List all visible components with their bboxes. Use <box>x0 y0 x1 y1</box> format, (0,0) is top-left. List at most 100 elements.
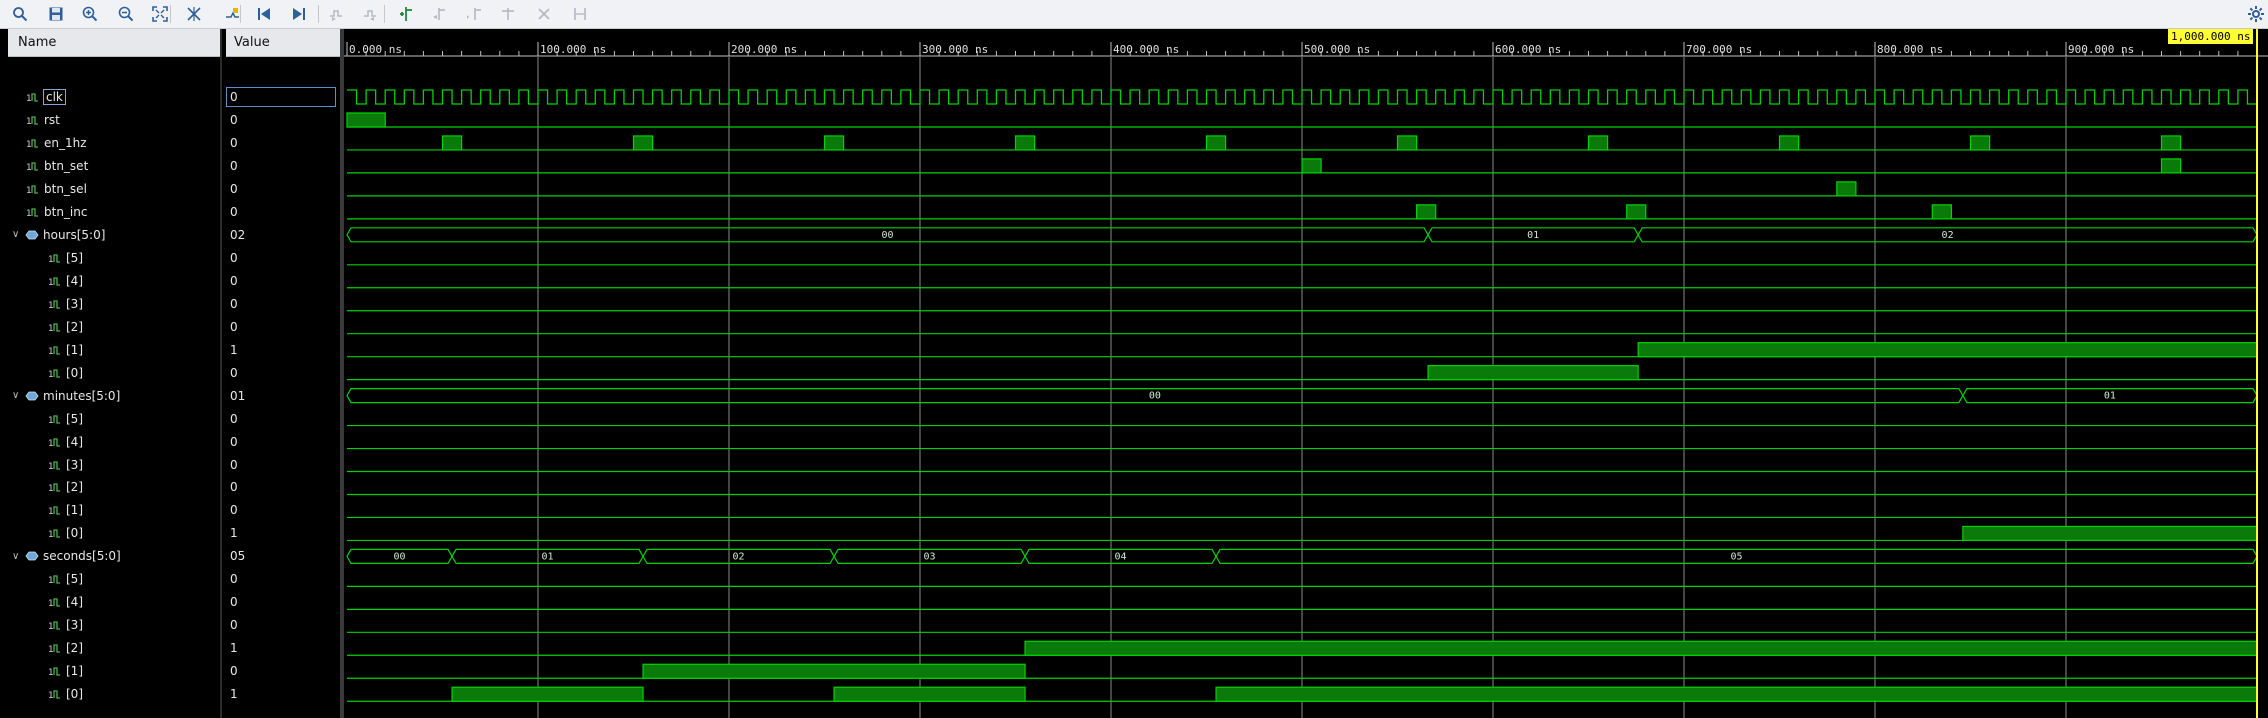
signal-value-minutes4: 0 <box>230 434 238 449</box>
collapse-chevron-icon[interactable]: ∨ <box>12 390 20 402</box>
svg-text:1: 1 <box>48 347 54 357</box>
seconds-bus-segment <box>642 548 835 564</box>
cursor-center-icon[interactable] <box>182 2 206 26</box>
signal-row-hours0[interactable]: 1 [0] <box>48 362 83 384</box>
delete-marker-icon[interactable] <box>532 2 556 26</box>
btn_set-high-pulse <box>1301 158 1322 174</box>
hours-bus-segment <box>1637 227 2258 243</box>
signal-row-btn_set[interactable]: 1 btn_set <box>26 155 88 177</box>
signal-row-minutes4[interactable]: 1 [4] <box>48 431 83 453</box>
signal-value-seconds5: 0 <box>230 572 238 587</box>
minutes0-high-pulse <box>1962 525 2258 542</box>
signal-row-minutes5[interactable]: 1 [5] <box>48 408 83 430</box>
collapse-chevron-icon[interactable]: ∨ <box>12 550 20 562</box>
signal-row-minutes1[interactable]: 1 [1] <box>48 499 83 521</box>
signal-row-rst[interactable]: 1 rst <box>26 109 60 131</box>
signal-row-btn_sel[interactable]: 1 btn_sel <box>26 178 87 200</box>
svg-text:1: 1 <box>48 691 54 701</box>
save-icon[interactable] <box>44 2 68 26</box>
zoom-in-icon[interactable] <box>78 2 102 26</box>
signal-value-seconds0: 1 <box>230 687 238 702</box>
signal-row-hours4[interactable]: 1 [4] <box>48 270 83 292</box>
zoom-out-icon[interactable] <box>114 2 138 26</box>
previous-marker-icon[interactable] <box>428 2 452 26</box>
next-transition-icon[interactable] <box>358 2 382 26</box>
signal-value-btn_inc: 0 <box>230 204 238 219</box>
bit-signal-icon: 1 <box>48 368 60 380</box>
minutes-bus-value: 00 <box>1149 391 1161 402</box>
signal-name: [5] <box>66 572 83 587</box>
signal-row-minutes2[interactable]: 1 [2] <box>48 476 83 498</box>
signal-row-clk[interactable]: 1 clk <box>26 86 66 108</box>
signal-row-seconds2[interactable]: 1 [2] <box>48 637 83 659</box>
signal-name: [5] <box>66 250 83 265</box>
panel-divider[interactable] <box>340 29 344 718</box>
previous-transition-icon[interactable] <box>324 2 348 26</box>
signal-name: [0] <box>66 526 83 541</box>
signal-row-minutes3[interactable]: 1 [3] <box>48 454 83 476</box>
signal-name: [2] <box>66 319 83 334</box>
bit-signal-icon: 1 <box>26 139 38 150</box>
gear-icon[interactable] <box>2244 2 2268 26</box>
signal-name: btn_sel <box>44 181 87 196</box>
signal-row-seconds5[interactable]: 1 [5] <box>48 568 83 590</box>
signal-value-hours1: 1 <box>230 342 238 357</box>
collapse-chevron-icon[interactable]: ∨ <box>12 229 20 241</box>
signal-row-hours2[interactable]: 1 [2] <box>48 316 83 338</box>
bit-signal-icon: 1 <box>26 185 38 196</box>
seconds-bus-value: 05 <box>1731 551 1743 562</box>
signal-row-hours5[interactable]: 1 [5] <box>48 247 83 269</box>
hours-bus-segment <box>346 227 1429 243</box>
svg-text:1: 1 <box>48 484 54 494</box>
signal-row-seconds4[interactable]: 1 [4] <box>48 591 83 613</box>
go-to-end-icon[interactable] <box>287 2 311 26</box>
signal-row-seconds[interactable]: ∨ seconds[5:0] <box>12 545 121 567</box>
ruler-tick-label: 600.000 ns <box>1495 43 1561 56</box>
marker-icon[interactable] <box>220 2 244 26</box>
svg-text:1: 1 <box>26 186 32 196</box>
signal-row-hours[interactable]: ∨ hours[5:0] <box>12 224 105 246</box>
waveform-viewer[interactable]: 0.000 ns 100.000 ns 200.000 ns 300.000 ns 40… <box>344 29 2268 718</box>
signal-name: [1] <box>66 503 83 518</box>
hours-bus-value: 00 <box>882 230 894 241</box>
svg-text:1: 1 <box>48 278 54 288</box>
signal-value-hours: 02 <box>230 227 246 242</box>
swap-cursors-icon[interactable] <box>496 2 520 26</box>
next-marker-icon[interactable] <box>462 2 486 26</box>
signal-row-seconds1[interactable]: 1 [1] <box>48 660 83 682</box>
name-column-header[interactable]: Name <box>8 29 220 57</box>
zoom-fit-icon[interactable] <box>148 2 172 26</box>
signal-row-hours3[interactable]: 1 [3] <box>48 293 83 315</box>
signal-row-hours1[interactable]: 1 [1] <box>48 339 83 361</box>
signal-value-seconds: 05 <box>230 549 246 564</box>
signal-row-btn_inc[interactable]: 1 btn_inc <box>26 201 87 223</box>
signal-name: seconds[5:0] <box>43 549 121 564</box>
svg-text:1: 1 <box>48 255 54 265</box>
signal-name: minutes[5:0] <box>43 388 121 403</box>
snap-icon[interactable] <box>568 2 592 26</box>
svg-text:1: 1 <box>48 622 54 632</box>
cursor-time-label[interactable]: 1,000.000 ns <box>2168 29 2254 44</box>
signal-row-minutes0[interactable]: 1 [0] <box>48 522 83 544</box>
hours-bus-segment <box>1427 227 1639 243</box>
go-to-start-icon[interactable] <box>252 2 276 26</box>
signal-row-seconds0[interactable]: 1 [0] <box>48 683 83 705</box>
signal-row-minutes[interactable]: ∨ minutes[5:0] <box>12 385 120 407</box>
value-column-header[interactable]: Value <box>226 29 340 57</box>
waveform-canvas[interactable]: 0.000 ns 100.000 ns 200.000 ns 300.000 ns 40… <box>344 29 2268 718</box>
panel-divider[interactable] <box>220 29 222 718</box>
seconds-bus-segment <box>451 548 644 564</box>
btn_inc-high-pulse <box>1626 204 1647 220</box>
signal-value-minutes2: 0 <box>230 480 238 495</box>
signal-row-en_1hz[interactable]: 1 en_1hz <box>26 132 87 154</box>
bit-signal-icon: 1 <box>48 437 60 449</box>
signal-row-seconds3[interactable]: 1 [3] <box>48 614 83 636</box>
seconds-bus-value: 04 <box>1115 551 1127 562</box>
signal-value-minutes5: 0 <box>230 411 238 426</box>
svg-text:1: 1 <box>48 668 54 678</box>
signal-name-panel <box>0 29 220 718</box>
add-marker-icon[interactable] <box>394 2 418 26</box>
btn_set-high-pulse <box>2160 158 2182 174</box>
search-icon[interactable] <box>8 2 32 26</box>
bit-signal-icon: 1 <box>48 598 60 609</box>
